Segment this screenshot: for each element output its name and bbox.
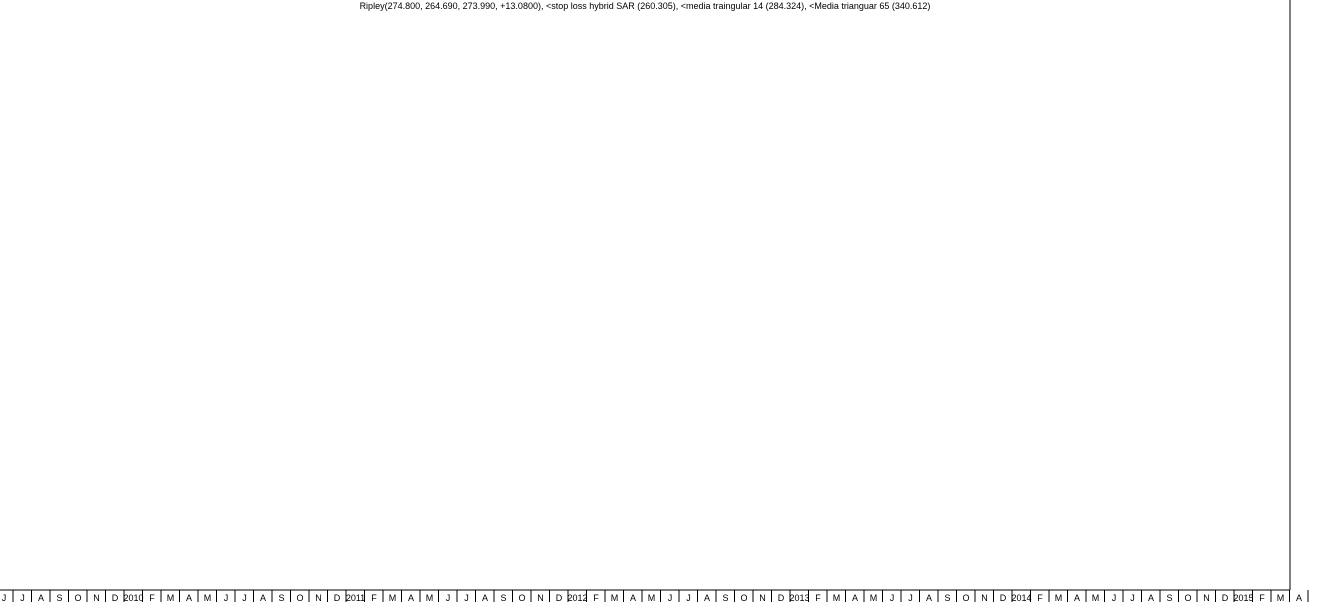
x-tick-label: 2014 bbox=[1011, 593, 1031, 603]
x-tick-label: N bbox=[93, 593, 100, 603]
x-tick-label: M bbox=[389, 593, 397, 603]
x-tick-label: J bbox=[2, 593, 7, 603]
x-tick-label: J bbox=[242, 593, 247, 603]
x-tick-label: N bbox=[759, 593, 766, 603]
x-tick-label: M bbox=[1277, 593, 1285, 603]
x-tick-label: A bbox=[704, 593, 710, 603]
x-tick-label: N bbox=[537, 593, 544, 603]
x-tick-label: D bbox=[1000, 593, 1007, 603]
x-tick-label: D bbox=[112, 593, 119, 603]
x-tick-label: N bbox=[1203, 593, 1210, 603]
x-tick-label: A bbox=[630, 593, 636, 603]
x-tick-label: M bbox=[167, 593, 175, 603]
x-tick-label: 2013 bbox=[789, 593, 809, 603]
x-tick-label: S bbox=[722, 593, 728, 603]
chart-title: Ripley(274.800, 264.690, 273.990, +13.08… bbox=[359, 1, 931, 11]
x-tick-label: O bbox=[962, 593, 969, 603]
x-tick-label: S bbox=[278, 593, 284, 603]
x-tick-label: S bbox=[1166, 593, 1172, 603]
x-tick-label: A bbox=[1296, 593, 1302, 603]
x-tick-label: 2010 bbox=[123, 593, 143, 603]
x-tick-label: M bbox=[1055, 593, 1063, 603]
x-tick-label: M bbox=[426, 593, 434, 603]
x-tick-label: J bbox=[908, 593, 913, 603]
x-tick-label: 2011 bbox=[346, 593, 365, 603]
x-tick-label: N bbox=[315, 593, 322, 603]
x-tick-label: S bbox=[500, 593, 506, 603]
x-tick-label: J bbox=[464, 593, 469, 603]
x-tick-label: M bbox=[204, 593, 212, 603]
x-tick-label: A bbox=[186, 593, 192, 603]
x-tick-label: J bbox=[686, 593, 691, 603]
x-tick-label: F bbox=[371, 593, 377, 603]
x-tick-label: O bbox=[740, 593, 747, 603]
x-tick-label: J bbox=[446, 593, 451, 603]
x-tick-label: M bbox=[833, 593, 841, 603]
x-tick-label: O bbox=[518, 593, 525, 603]
x-tick-label: N bbox=[981, 593, 988, 603]
x-tick-label: 2015 bbox=[1233, 593, 1253, 603]
x-tick-label: S bbox=[944, 593, 950, 603]
x-tick-label: D bbox=[778, 593, 785, 603]
x-tick-label: F bbox=[1259, 593, 1265, 603]
x-tick-label: A bbox=[260, 593, 266, 603]
x-tick-label: O bbox=[74, 593, 81, 603]
x-tick-label: D bbox=[556, 593, 563, 603]
x-tick-label: F bbox=[815, 593, 821, 603]
x-tick-label: A bbox=[926, 593, 932, 603]
x-tick-label: D bbox=[334, 593, 341, 603]
x-tick-label: J bbox=[224, 593, 229, 603]
y-axis: 250300350400450500550600650700750 bbox=[1289, 0, 1291, 590]
x-tick-label: A bbox=[852, 593, 858, 603]
x-axis: J J A S O N D 2010 F M A M J J A S O N D 2011 F M A M J J A S O N D 201… bbox=[0, 589, 1309, 603]
x-tick-label: F bbox=[1037, 593, 1043, 603]
x-tick-label: M bbox=[870, 593, 878, 603]
x-tick-label: S bbox=[56, 593, 62, 603]
x-tick-label: D bbox=[1222, 593, 1229, 603]
x-tick-label: A bbox=[1148, 593, 1154, 603]
x-tick-label: J bbox=[1112, 593, 1117, 603]
x-tick-label: O bbox=[1184, 593, 1191, 603]
x-tick-label: F bbox=[149, 593, 155, 603]
x-tick-label: 2012 bbox=[567, 593, 587, 603]
x-tick-label: J bbox=[1130, 593, 1135, 603]
x-tick-label: F bbox=[593, 593, 599, 603]
x-tick-label: J bbox=[20, 593, 25, 603]
x-tick-label: J bbox=[668, 593, 673, 603]
x-tick-label: A bbox=[38, 593, 44, 603]
x-tick-label: M bbox=[648, 593, 656, 603]
x-tick-label: A bbox=[1074, 593, 1080, 603]
x-tick-label: M bbox=[1092, 593, 1100, 603]
x-tick-label: O bbox=[296, 593, 303, 603]
x-tick-label: M bbox=[611, 593, 619, 603]
x-tick-label: A bbox=[408, 593, 414, 603]
x-tick-label: J bbox=[890, 593, 895, 603]
x-tick-label: A bbox=[482, 593, 488, 603]
